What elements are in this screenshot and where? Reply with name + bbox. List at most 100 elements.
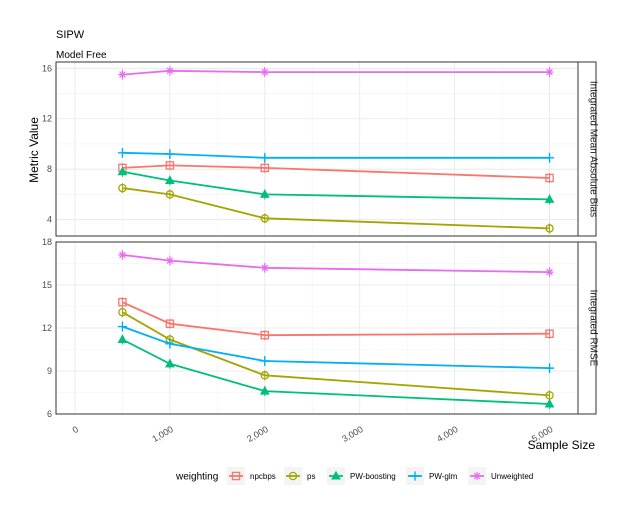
- legend-title: weighting: [175, 472, 218, 483]
- x-axis-label: Sample Size: [528, 438, 596, 452]
- data-point: [545, 329, 554, 338]
- data-point: [259, 385, 270, 395]
- y-tick-label: 4: [47, 215, 52, 225]
- data-point: [165, 149, 175, 159]
- legend-item-ps: ps: [284, 467, 315, 485]
- data-point: [165, 66, 174, 75]
- panel-integrated-rmse: 6 9 12 15 18 Integrated RMSE: [42, 237, 599, 419]
- legend-key-marker: [410, 471, 420, 481]
- legend-label: PW-boosting: [350, 472, 396, 481]
- data-point: [544, 194, 555, 203]
- series-line-pw-glm: [122, 151, 550, 159]
- x-tick-label: 2,000: [245, 424, 270, 444]
- chart-subtitle: Model Free: [56, 50, 107, 61]
- data-point: [165, 358, 175, 368]
- series-line-npcbps: [122, 301, 550, 337]
- data-point: [117, 166, 128, 176]
- legend-key-marker: [472, 471, 482, 481]
- series-line-pw-glm: [122, 325, 550, 369]
- legend-label: PW-glm: [429, 472, 458, 481]
- series-line-npcbps: [122, 164, 550, 179]
- panels: 4 8 12 16 Integrated Mean Absolute Bias 6 9 12 1…: [42, 61, 599, 444]
- y-tick-label: 16: [42, 63, 52, 73]
- x-tick-label: 0: [71, 424, 80, 435]
- data-point: [118, 183, 127, 193]
- data-point: [259, 189, 270, 198]
- x-tick-label: 1,000: [150, 424, 175, 444]
- legend-item-pw-boosting: PW-boosting: [327, 467, 396, 485]
- strip-label: Integrated Mean Absolute Bias: [588, 81, 599, 217]
- series-ps: [118, 183, 554, 234]
- legend-key-marker: [288, 471, 298, 481]
- series-npcbps: [118, 297, 554, 341]
- data-point: [118, 297, 127, 307]
- y-tick-label: 15: [42, 280, 52, 290]
- strip-box: [577, 61, 597, 237]
- series-pw-glm: [117, 321, 555, 374]
- legend-label: ps: [307, 472, 315, 481]
- data-point: [260, 163, 270, 173]
- data-point: [544, 153, 555, 163]
- data-point: [117, 334, 128, 343]
- y-axis-label: Metric Value: [27, 117, 41, 183]
- y-tick-label: 12: [42, 114, 52, 124]
- legend-item-npcbps: npcbps: [227, 467, 276, 485]
- data-point: [260, 371, 270, 380]
- data-point: [117, 148, 128, 158]
- series-ps: [118, 307, 554, 401]
- y-tick-label: 12: [42, 323, 52, 333]
- data-point: [260, 330, 270, 340]
- data-point: [165, 339, 175, 349]
- data-point: [165, 256, 174, 265]
- data-point: [260, 153, 270, 163]
- series-pw-glm: [117, 147, 555, 163]
- data-point: [545, 268, 554, 277]
- series-unweighted: [118, 249, 554, 278]
- chart-title: SIPW: [56, 29, 85, 41]
- legend: weighting npcbps ps PW-boosting PW-glm Unweig…: [175, 467, 533, 485]
- series-line-pw-boosting: [122, 170, 550, 201]
- data-point: [117, 321, 128, 332]
- data-point: [544, 398, 555, 408]
- strip-label: Integrated RMSE: [588, 290, 599, 367]
- data-point: [118, 307, 127, 317]
- series-line-unweighted: [122, 254, 550, 273]
- legend-label: npcbps: [250, 472, 276, 481]
- y-tick-label: 8: [47, 164, 52, 174]
- data-point: [118, 250, 127, 259]
- panel-border: [55, 61, 579, 237]
- data-point: [545, 224, 554, 233]
- strip-box: [577, 241, 597, 415]
- data-point: [260, 356, 270, 366]
- series-line-ps: [121, 311, 550, 397]
- series-line-pw-boosting: [121, 338, 550, 405]
- series-npcbps: [118, 160, 554, 183]
- legend-item-pw-glm: PW-glm: [406, 467, 458, 485]
- data-point: [260, 263, 269, 272]
- series-line-unweighted: [122, 69, 550, 76]
- legend-key-marker: [331, 470, 341, 480]
- y-tick-label: 9: [47, 366, 52, 376]
- series-pw-boosting: [117, 166, 555, 205]
- series-line-ps: [122, 187, 550, 230]
- legend-key-marker: [231, 471, 241, 481]
- data-point: [165, 161, 175, 170]
- data-point: [165, 319, 175, 328]
- legend-item-unweighted: Unweighted: [468, 467, 533, 485]
- y-tick-label: 6: [47, 409, 52, 419]
- x-tick-label: 3,000: [340, 424, 365, 444]
- y-tick-label: 18: [42, 237, 52, 247]
- data-point: [545, 67, 554, 77]
- data-point: [260, 214, 270, 223]
- data-point: [545, 173, 554, 183]
- x-axis: 0 1,000 2,000 3,000 4,000 5,000: [71, 424, 555, 444]
- data-point: [118, 70, 127, 79]
- data-point: [165, 175, 175, 185]
- series-pw-boosting: [117, 334, 555, 409]
- series-unweighted: [118, 65, 554, 80]
- panel-integrated-mean-absolute-bias: 4 8 12 16 Integrated Mean Absolute Bias: [42, 61, 599, 237]
- data-point: [165, 190, 175, 199]
- data-point: [260, 67, 269, 77]
- x-tick-label: 4,000: [435, 424, 460, 444]
- legend-label: Unweighted: [491, 472, 533, 481]
